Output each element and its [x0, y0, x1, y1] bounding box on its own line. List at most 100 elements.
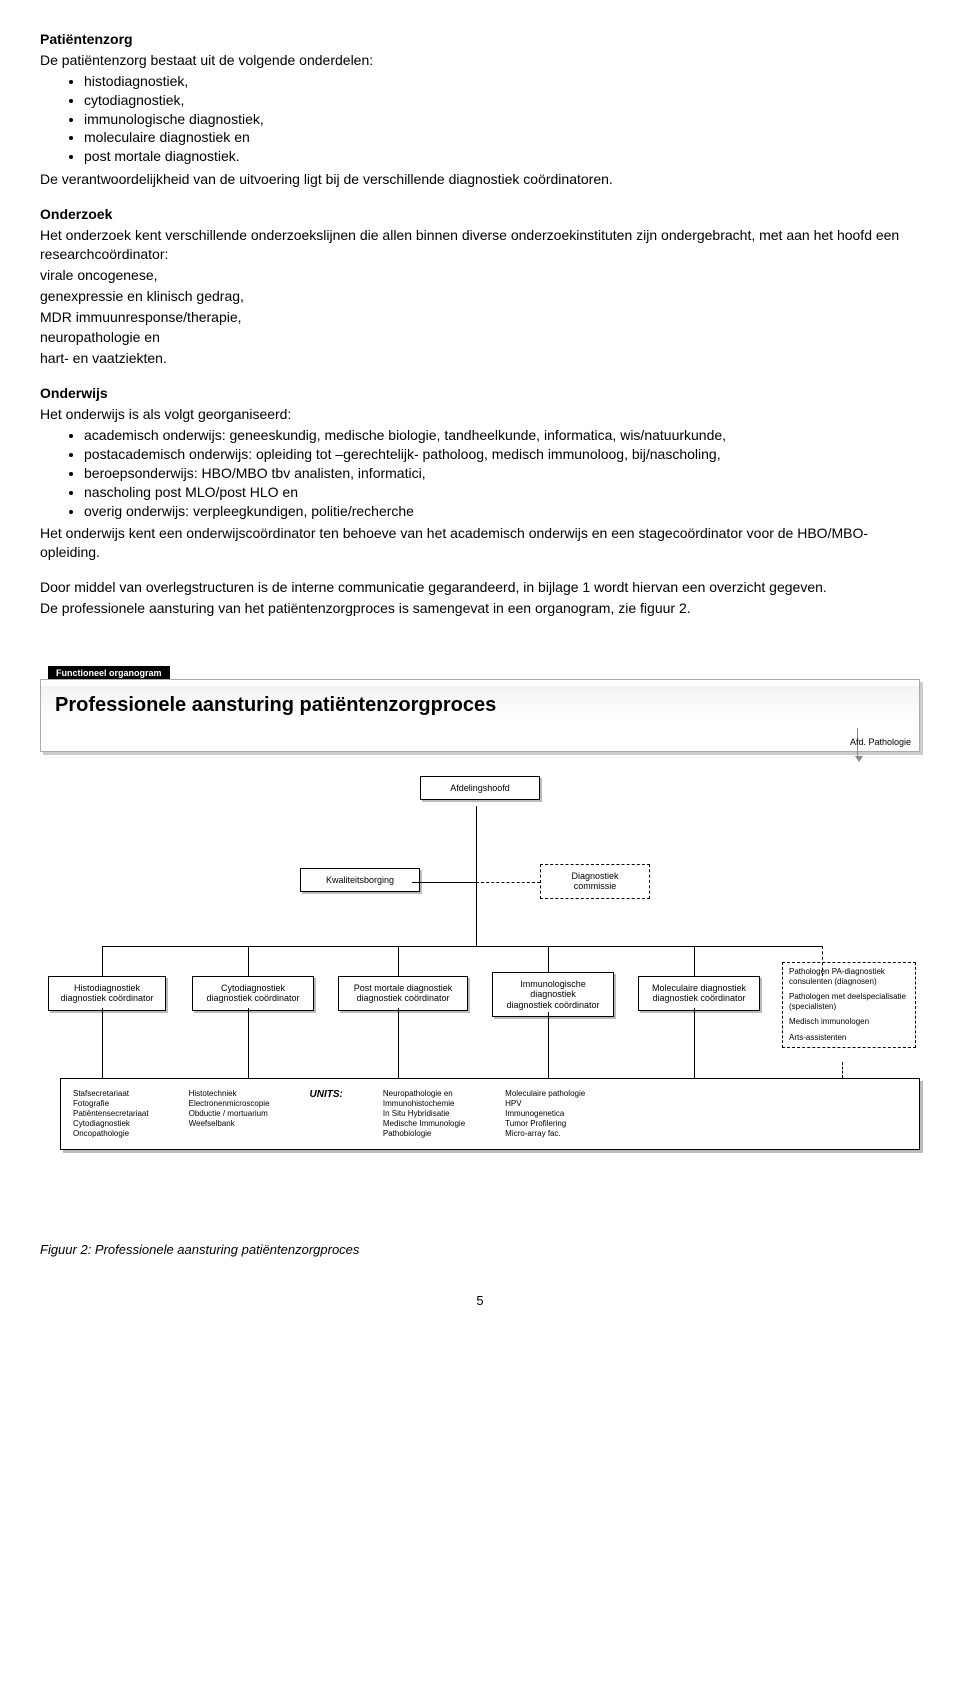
heading-onderzoek: Onderzoek	[40, 205, 920, 224]
text: Tumor Profilering	[505, 1119, 585, 1129]
text: Stafsecretariaat	[73, 1089, 149, 1099]
connector	[476, 882, 540, 883]
text: hart- en vaatziekten.	[40, 349, 920, 368]
text: Obductie / mortuarium	[189, 1109, 270, 1119]
text: Medische Immunologie	[383, 1119, 465, 1129]
section-onderzoek: Onderzoek Het onderzoek kent verschillen…	[40, 205, 920, 368]
list-item: histodiagnostiek,	[84, 72, 920, 91]
text: Medisch immunologen	[789, 1017, 909, 1027]
box-histodiagnostiek: Histodiagnostiek diagnostiek coördinator	[48, 976, 166, 1011]
text: Het onderwijs is als volgt georganiseerd…	[40, 405, 920, 424]
box-kwaliteitsborging: Kwaliteitsborging	[300, 868, 420, 892]
units-col: Neuropathologie en Immunohistochemie In …	[383, 1089, 465, 1139]
text: commissie	[574, 881, 617, 891]
text: De patiëntenzorg bestaat uit de volgende…	[40, 51, 920, 70]
text: Pathobiologie	[383, 1129, 465, 1139]
connector	[694, 946, 695, 976]
box-cytodiagnostiek: Cytodiagnostiek diagnostiek coördinator	[192, 976, 314, 1011]
connector	[248, 946, 249, 976]
list-item: cytodiagnostiek,	[84, 91, 920, 110]
org-tab: Functioneel organogram	[48, 666, 170, 680]
connector	[548, 1012, 549, 1078]
text: diagnostiek coördinator	[60, 993, 153, 1003]
connector	[476, 886, 477, 946]
text: Pathologen PA-diagnostiek consulenten (d…	[789, 967, 909, 986]
text: De verantwoordelijkheid van de uitvoerin…	[40, 170, 920, 189]
list-item: overig onderwijs: verpleegkundigen, poli…	[84, 502, 920, 521]
figure-caption: Figuur 2: Professionele aansturing patië…	[40, 1242, 920, 1257]
text: Door middel van overlegstructuren is de …	[40, 578, 920, 597]
connector	[398, 946, 399, 976]
text: Arts-assistenten	[789, 1033, 909, 1043]
text: Post mortale diagnostiek	[354, 983, 453, 993]
text: Immunogenetica	[505, 1109, 585, 1119]
list-item: nascholing post MLO/post HLO en	[84, 483, 920, 502]
list-item: moleculaire diagnostiek en	[84, 128, 920, 147]
list-item: immunologische diagnostiek,	[84, 110, 920, 129]
org-banner-title: Professionele aansturing patiëntenzorgpr…	[41, 686, 919, 725]
section-patientenzorg: Patiëntenzorg De patiëntenzorg bestaat u…	[40, 30, 920, 189]
units-box: Stafsecretariaat Fotografie Patiëntensec…	[60, 1078, 920, 1150]
box-postmortale: Post mortale diagnostiek diagnostiek coö…	[338, 976, 468, 1011]
text: Diagnostiek	[571, 871, 618, 881]
text: HPV	[505, 1099, 585, 1109]
text: genexpressie en klinisch gedrag,	[40, 287, 920, 306]
text: Micro-array fac.	[505, 1129, 585, 1139]
text: MDR immuunresponse/therapie,	[40, 308, 920, 327]
connector	[842, 1062, 843, 1078]
text: Immunologische	[520, 979, 586, 989]
org-canvas: Afdelingshoofd Kwaliteitsborging Diagnos…	[40, 756, 920, 1236]
text: Neuropathologie en	[383, 1089, 465, 1099]
box-right-consultants: Pathologen PA-diagnostiek consulenten (d…	[782, 962, 916, 1048]
text: Moleculaire diagnostiek	[652, 983, 746, 993]
text: neuropathologie en	[40, 328, 920, 347]
text: diagnostiek coördinator	[652, 993, 745, 1003]
connector	[102, 1008, 103, 1078]
units-label: UNITS:	[310, 1089, 343, 1102]
text: Histotechniek	[189, 1089, 270, 1099]
text: Weefselbank	[189, 1119, 270, 1129]
connector	[412, 882, 476, 883]
text: Electronenmicroscopie	[189, 1099, 270, 1109]
text: Cytodiagnostiek	[73, 1119, 149, 1129]
text: In Situ Hybridisatie	[383, 1109, 465, 1119]
text: Het onderzoek kent verschillende onderzo…	[40, 226, 920, 264]
section-closing: Door middel van overlegstructuren is de …	[40, 578, 920, 618]
connector	[102, 946, 822, 947]
list-item: academisch onderwijs: geneeskundig, medi…	[84, 426, 920, 445]
list-item: beroepsonderwijs: HBO/MBO tbv analisten,…	[84, 464, 920, 483]
box-moleculaire: Moleculaire diagnostiek diagnostiek coör…	[638, 976, 760, 1011]
dept-label: Afd. Pathologie	[850, 737, 911, 747]
text: De professionele aansturing van het pati…	[40, 599, 920, 618]
connector	[102, 946, 103, 976]
heading-patientenzorg: Patiëntenzorg	[40, 30, 920, 49]
box-immunologische: Immunologische diagnostiek diagnostiek c…	[492, 972, 614, 1017]
text: virale oncogenese,	[40, 266, 920, 285]
text: diagnostiek coördinator	[506, 1000, 599, 1010]
units-col: Histotechniek Electronenmicroscopie Obdu…	[189, 1089, 270, 1139]
text: Fotografie	[73, 1099, 149, 1109]
box-diagnostiek-commissie: Diagnostiek commissie	[540, 864, 650, 899]
units-col: Stafsecretariaat Fotografie Patiëntensec…	[73, 1089, 149, 1139]
box-afdelingshoofd: Afdelingshoofd	[420, 776, 540, 800]
text: Pathologen met deelspecialisatie (specia…	[789, 992, 909, 1011]
org-banner-box: Professionele aansturing patiëntenzorgpr…	[40, 679, 920, 752]
text: Patiëntensecretariaat	[73, 1109, 149, 1119]
text: Histodiagnostiek	[74, 983, 140, 993]
units-label-col: UNITS:	[310, 1089, 343, 1139]
list-patientenzorg: histodiagnostiek, cytodiagnostiek, immun…	[40, 72, 920, 166]
connector	[398, 1008, 399, 1078]
text: Cytodiagnostiek	[221, 983, 285, 993]
list-item: postacademisch onderwijs: opleiding tot …	[84, 445, 920, 464]
list-onderwijs: academisch onderwijs: geneeskundig, medi…	[40, 426, 920, 520]
text: diagnostiek coördinator	[206, 993, 299, 1003]
heading-onderwijs: Onderwijs	[40, 384, 920, 403]
units-col: Moleculaire pathologie HPV Immunogenetic…	[505, 1089, 585, 1139]
connector	[476, 806, 477, 886]
text: Het onderwijs kent een onderwijscoördina…	[40, 524, 920, 562]
page-number: 5	[40, 1293, 920, 1308]
text: Oncopathologie	[73, 1129, 149, 1139]
text: Moleculaire pathologie	[505, 1089, 585, 1099]
organogram: Functioneel organogram Professionele aan…	[40, 666, 920, 1257]
connector	[694, 1008, 695, 1078]
